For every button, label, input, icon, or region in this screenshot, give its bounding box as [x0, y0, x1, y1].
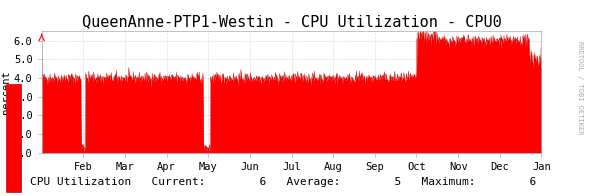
Text: RRDTOOL / TOBI OETIKER: RRDTOOL / TOBI OETIKER: [577, 41, 583, 135]
Y-axis label: percent: percent: [1, 70, 11, 114]
Text: CPU Utilization   Current:        6   Average:        5   Maximum:        6: CPU Utilization Current: 6 Average: 5 Ma…: [30, 177, 536, 187]
Title: QueenAnne-PTP1-Westin - CPU Utilization - CPU0: QueenAnne-PTP1-Westin - CPU Utilization …: [82, 14, 502, 29]
